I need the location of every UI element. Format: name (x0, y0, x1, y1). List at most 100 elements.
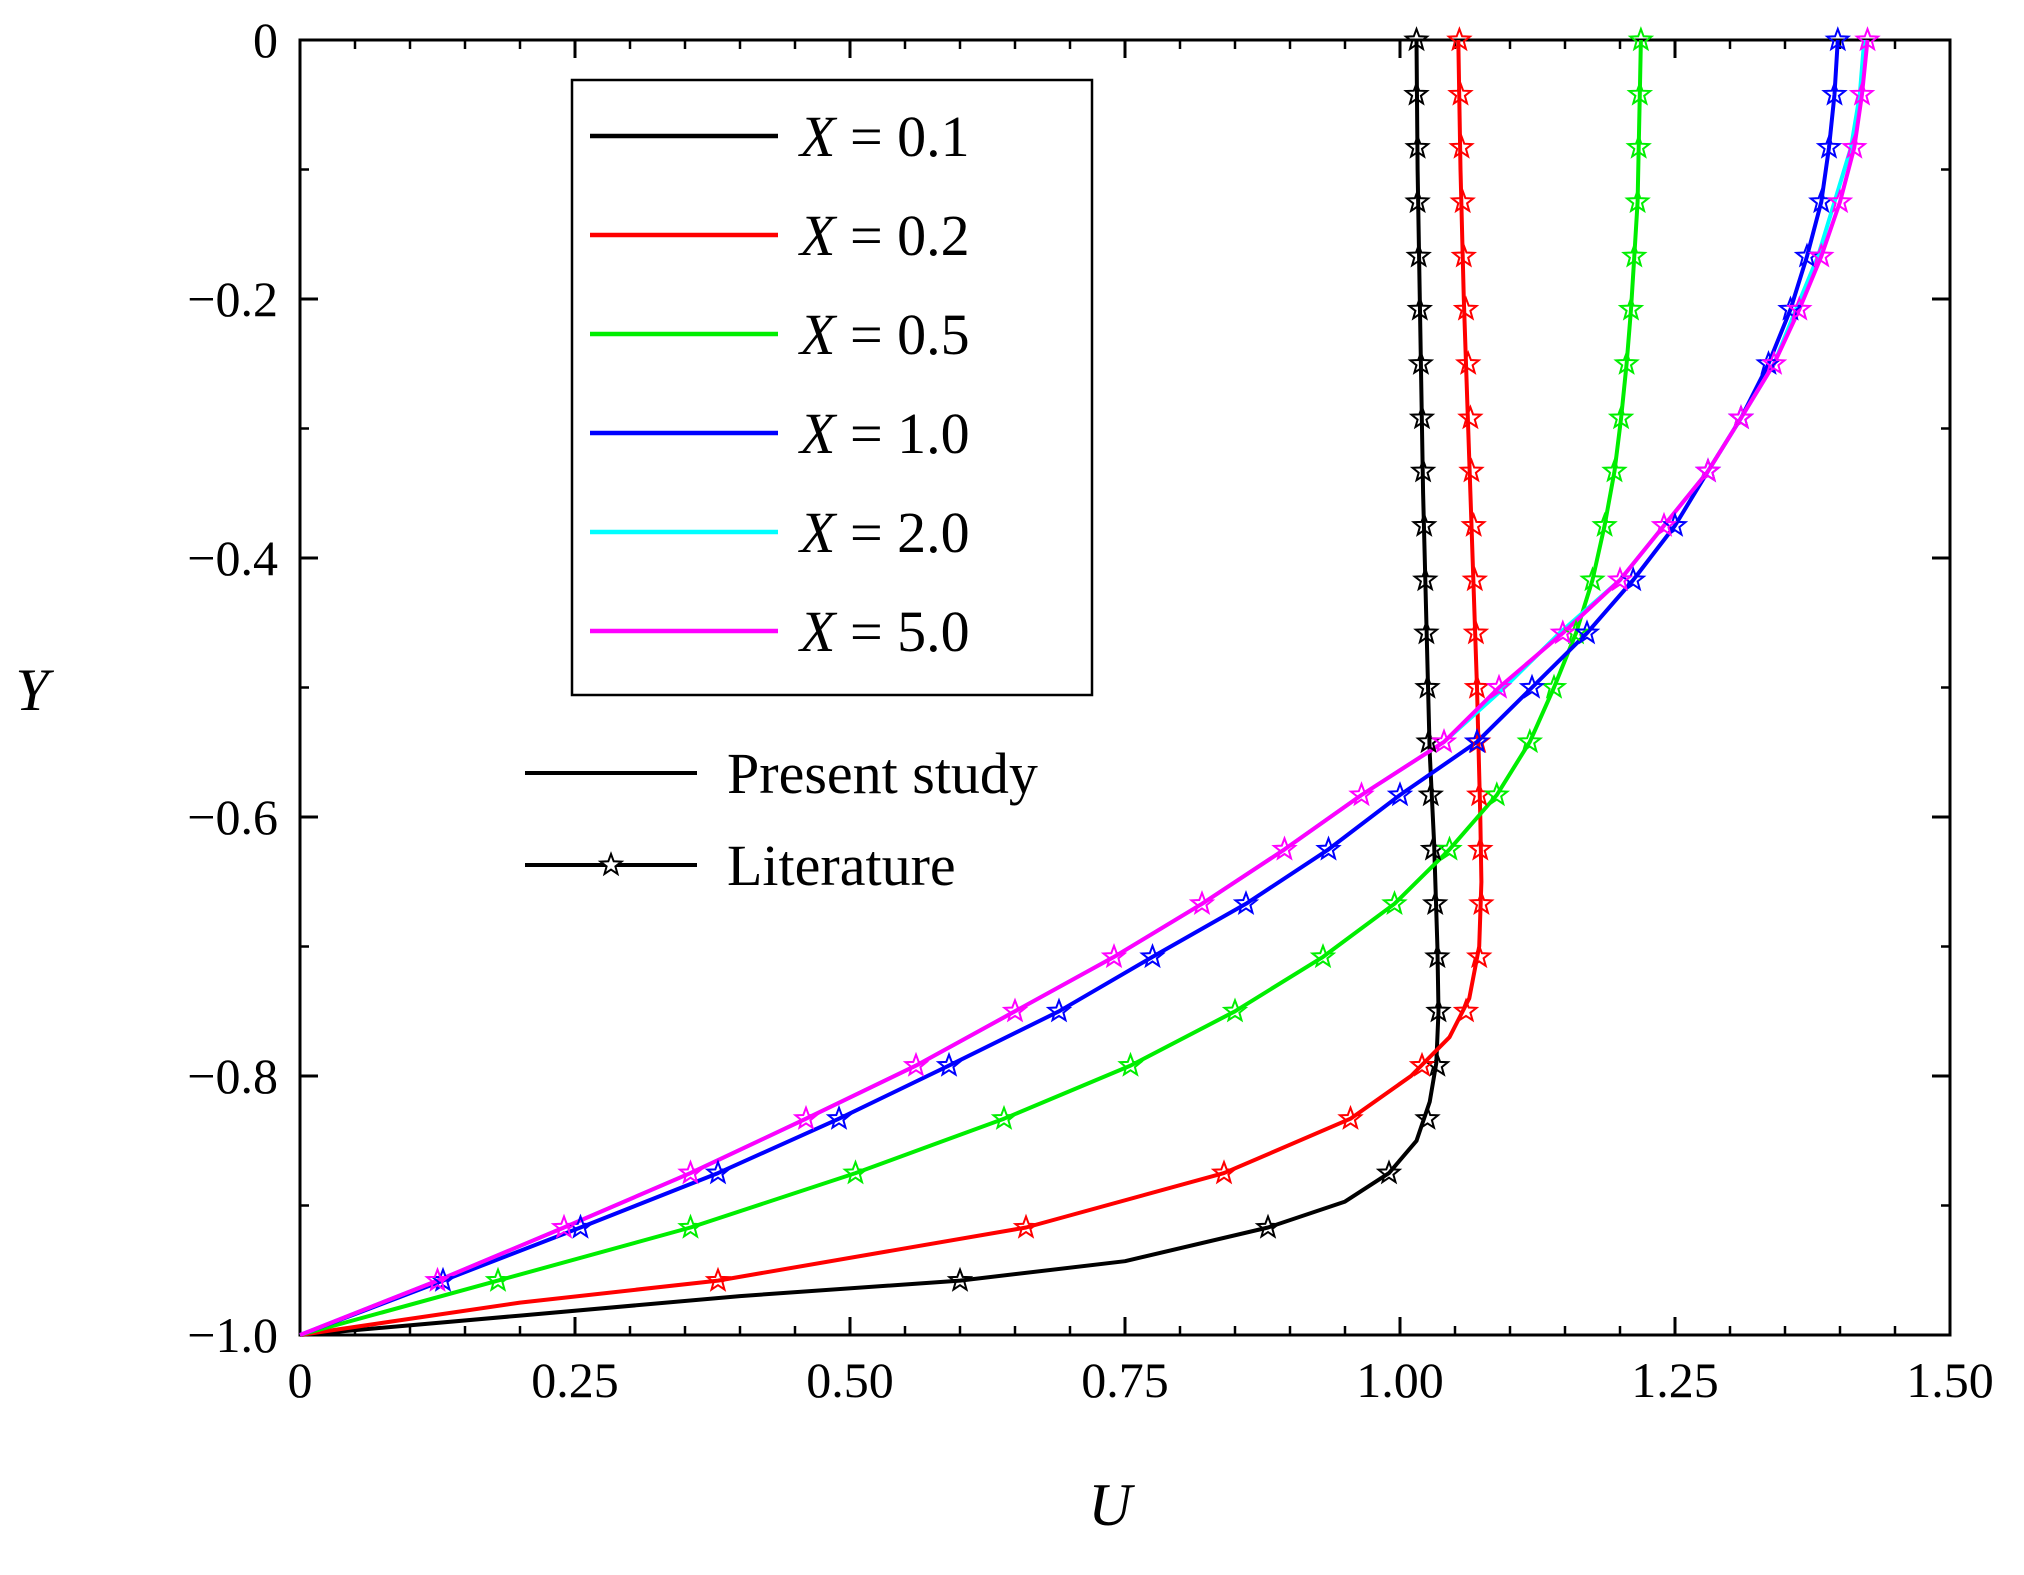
literature-marker (1625, 133, 1652, 159)
literature-marker (1826, 188, 1854, 214)
literature-marker (935, 1051, 963, 1077)
y-tick-label: −0.6 (187, 789, 278, 845)
literature-marker (1518, 673, 1546, 699)
literature-marker (1413, 619, 1440, 645)
literature-marker (902, 1051, 930, 1077)
literature-marker (484, 1266, 512, 1292)
literature-marker (1412, 566, 1439, 592)
literature-marker (1012, 1213, 1040, 1239)
literature-marker (1409, 457, 1437, 483)
literature-marker (1613, 349, 1640, 375)
literature-marker (1001, 997, 1029, 1023)
literature-marker (1573, 619, 1601, 645)
y-tick-label: −0.2 (187, 271, 278, 327)
literature-marker (1100, 943, 1128, 969)
literature-marker (677, 1159, 704, 1185)
literature-marker (1188, 889, 1216, 916)
literature-marker (1386, 781, 1414, 807)
literature-marker (1727, 404, 1755, 430)
x-tick-label: 0 (288, 1352, 313, 1408)
literature-marker (1617, 295, 1645, 321)
literature-marker (1452, 997, 1480, 1023)
y-axis-title: Y (15, 657, 54, 723)
series-line-2 (299, 39, 1643, 1337)
x-tick-label: 0.75 (1081, 1352, 1169, 1408)
literature-marker (550, 1213, 578, 1239)
plot-frame (298, 38, 1952, 1337)
literature-marker (1467, 835, 1494, 861)
legend-label: X = 5.0 (798, 599, 970, 664)
literature-marker (704, 1159, 732, 1185)
literature-marker (1210, 1159, 1238, 1185)
literature-marker (1462, 619, 1490, 645)
literature-marker (1410, 511, 1438, 537)
literature-marker (1821, 80, 1848, 106)
literature-marker (1405, 242, 1432, 268)
literature-marker (1760, 349, 1788, 375)
literature-marker (1591, 511, 1618, 537)
literature-marker (792, 1104, 820, 1130)
literature-marker (946, 1266, 974, 1292)
literature-marker (1815, 133, 1843, 159)
x-tick-label: 0.50 (806, 1352, 894, 1408)
literature-marker (1403, 80, 1430, 106)
literature-marker (1417, 781, 1445, 807)
x-axis-title: U (1088, 1472, 1135, 1538)
y-tick-label: −0.8 (187, 1048, 278, 1104)
x-tick-label: 1.00 (1356, 1352, 1444, 1408)
series-line-3 (299, 39, 1840, 1337)
literature-marker (1463, 673, 1491, 699)
literature-marker (1271, 835, 1298, 861)
literature-marker (1624, 188, 1651, 214)
literature-marker (704, 1266, 732, 1292)
literature-marker (1579, 566, 1606, 592)
literature-marker (1458, 457, 1485, 483)
literature-marker (424, 1266, 451, 1292)
literature-marker (1463, 728, 1491, 754)
literature-marker (1375, 1159, 1403, 1185)
literature-marker (1408, 404, 1436, 430)
literature-marker (1650, 511, 1678, 537)
y-tick-label: −0.4 (187, 530, 278, 586)
style-legend-label: Present study (727, 741, 1038, 806)
literature-marker (1468, 889, 1495, 916)
literature-marker (1348, 781, 1375, 807)
literature-marker (1601, 457, 1628, 483)
literature-marker (1381, 889, 1408, 916)
style-legend-marker (597, 851, 625, 877)
legend-label: X = 0.1 (798, 104, 970, 169)
literature-marker (1485, 673, 1513, 699)
legend-label: X = 0.5 (798, 302, 970, 367)
literature-marker (1448, 133, 1475, 159)
y-tick-label: 0 (253, 12, 278, 68)
literature-marker (842, 1159, 869, 1185)
literature-marker (1452, 295, 1480, 321)
literature-marker (1424, 943, 1451, 969)
literature-marker (1045, 997, 1073, 1023)
series-line-1 (299, 39, 1484, 1337)
literature-marker (825, 1104, 853, 1130)
literature-marker (1407, 349, 1435, 375)
literature-marker (1254, 1213, 1282, 1239)
literature-marker (1460, 511, 1487, 537)
style-legend: Present study Literature (525, 741, 1038, 898)
literature-marker (1309, 943, 1337, 969)
literature-marker (1408, 1051, 1436, 1077)
literature-marker (1841, 133, 1868, 159)
literature-marker (1465, 943, 1493, 969)
literature-marker (1848, 80, 1876, 106)
literature-marker (1403, 26, 1430, 52)
x-tick-label: 0.25 (531, 1352, 619, 1408)
literature-marker (1414, 1104, 1441, 1130)
legend-label: X = 2.0 (798, 500, 970, 565)
literature-marker (1621, 242, 1648, 268)
literature-marker (1139, 943, 1166, 969)
literature-marker (1406, 295, 1434, 321)
legend-box (570, 78, 1094, 697)
literature-marker (1786, 295, 1813, 321)
literature-marker (1824, 26, 1852, 52)
x-tick-label: 1.50 (1906, 1352, 1994, 1408)
literature-marker (1425, 997, 1452, 1023)
literature-marker (1454, 349, 1482, 375)
